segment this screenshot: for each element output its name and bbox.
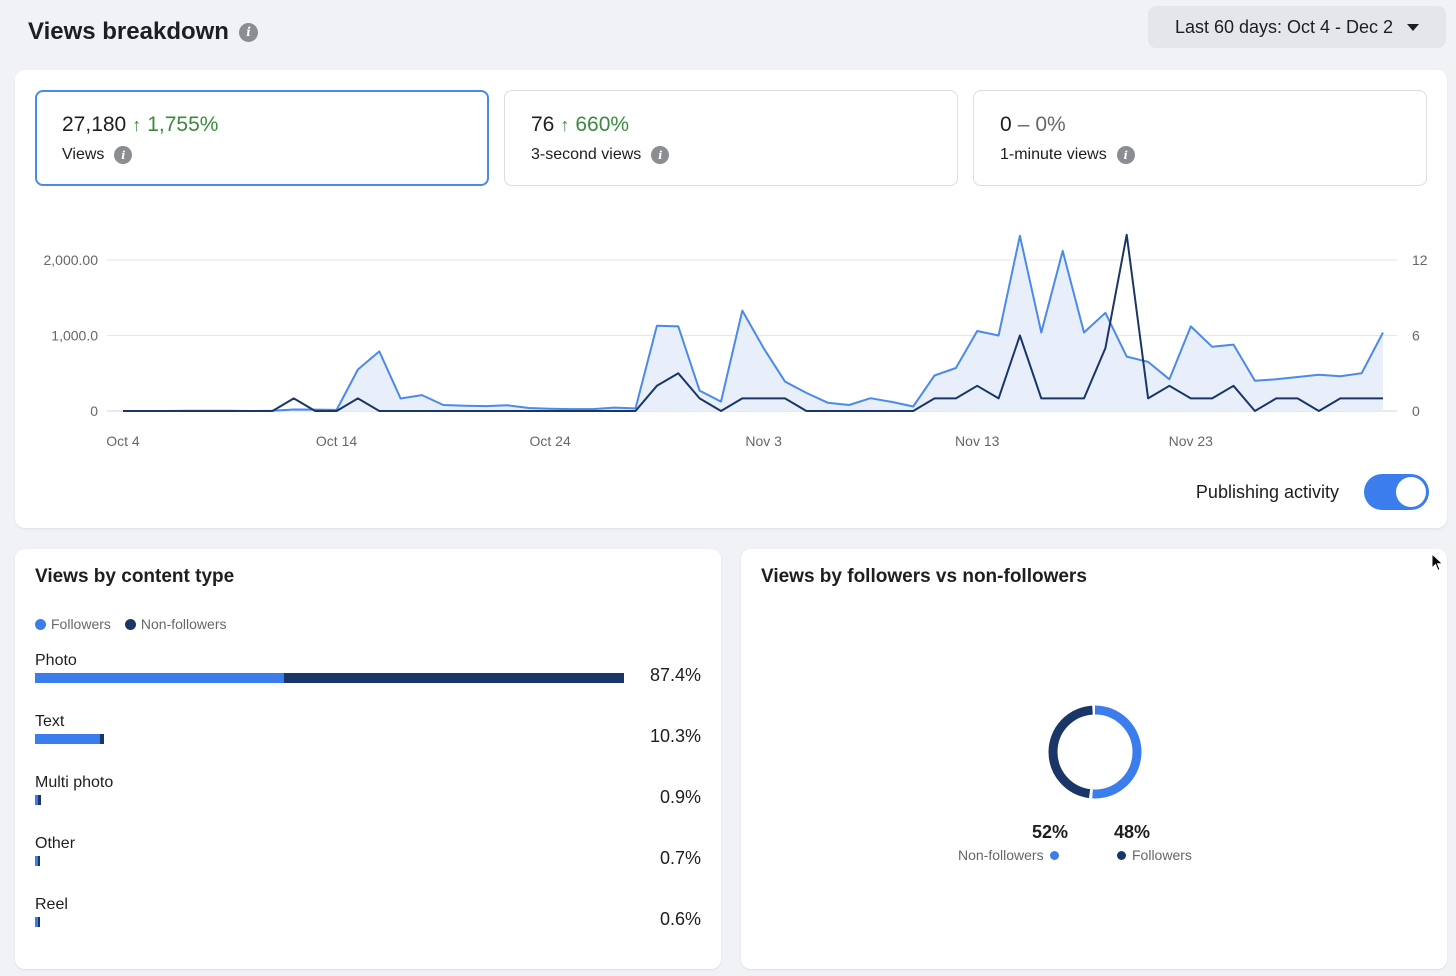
- y-right-tick-label: 12: [1412, 252, 1428, 268]
- content-type-label: Reel: [35, 896, 68, 913]
- date-range-dropdown[interactable]: Last 60 days: Oct 4 - Dec 2: [1148, 6, 1446, 48]
- bar-segment-followers: [35, 795, 39, 805]
- content-type-bar[interactable]: [35, 734, 105, 744]
- publishing-activity-row: Publishing activity: [1196, 474, 1429, 510]
- content-type-label: Multi photo: [35, 774, 114, 791]
- bar-segment-followers: [35, 673, 285, 683]
- x-tick-label: Oct 14: [316, 433, 357, 449]
- y-right-tick-label: 6: [1412, 328, 1420, 344]
- content-type-row: Multi photo 0.9%: [35, 774, 701, 807]
- metric-value: 0: [1000, 113, 1012, 136]
- y-left-tick-label: 1,000.0: [51, 328, 98, 344]
- content-type-label: Photo: [35, 652, 77, 669]
- metric-tab-1-minute-views[interactable]: 0 – 0% 1-minute views i: [973, 90, 1427, 186]
- donut-legend-non-followers: Non-followers: [958, 847, 1059, 863]
- views-breakdown-card: 27,180 ↑ 1,755% Views i 76 ↑ 660% 3-seco…: [15, 70, 1447, 528]
- arrow-up-icon: ↑: [132, 115, 142, 135]
- content-type-label: Other: [35, 835, 76, 852]
- toggle-knob: [1396, 477, 1426, 507]
- legend-dot: [35, 618, 46, 630]
- bar-segment-followers: [35, 734, 100, 744]
- legend-label: Followers: [51, 616, 111, 632]
- info-icon[interactable]: i: [238, 22, 258, 42]
- metric-label: Views: [62, 146, 105, 163]
- info-icon[interactable]: i: [114, 146, 133, 164]
- mouse-cursor-icon: [1431, 553, 1444, 572]
- followers-donut-chart: [1048, 705, 1142, 799]
- content-type-card: Views by content type Followers Non-foll…: [15, 549, 721, 969]
- bar-segment-non-followers: [38, 856, 41, 866]
- y-right-tick-label: 0: [1412, 403, 1420, 419]
- content-type-row: Photo 87.4%: [35, 652, 701, 685]
- card-title: Views by content type: [35, 566, 235, 587]
- donut-legend-followers: Followers: [1117, 847, 1192, 863]
- date-range-label: Last 60 days: Oct 4 - Dec 2: [1174, 16, 1394, 37]
- arrow-up-icon: ↑: [560, 115, 570, 135]
- views-series-line: [123, 234, 1384, 412]
- metric-tab-3-second-views[interactable]: 76 ↑ 660% 3-second views i: [504, 90, 958, 186]
- legend-label: Followers: [1132, 847, 1192, 863]
- x-tick-label: Oct 24: [529, 433, 570, 449]
- views-area: [123, 235, 1383, 411]
- content-type-row: Text 10.3%: [35, 713, 701, 746]
- donut-pct-non-followers: 52%: [1032, 822, 1069, 842]
- info-icon[interactable]: i: [1116, 146, 1135, 164]
- legend-dot: [124, 618, 136, 630]
- content-type-bar[interactable]: [35, 917, 40, 927]
- content-type-label: Text: [35, 713, 65, 730]
- content-type-bar[interactable]: [35, 856, 41, 866]
- metric-value: 76: [531, 113, 555, 136]
- content-type-pct: 87.4%: [649, 665, 701, 685]
- content-type-bar[interactable]: [35, 673, 624, 683]
- legend-item-non-followers: Non-followers: [124, 616, 227, 632]
- content-type-legend: Followers Non-followers: [35, 616, 227, 632]
- legend-dot: [1117, 850, 1126, 860]
- publishing-activity-toggle[interactable]: [1364, 474, 1429, 510]
- bar-segment-followers: [35, 917, 38, 927]
- bar-segment-non-followers: [99, 734, 105, 744]
- donut-slice-non-followers: [1048, 705, 1142, 799]
- card-title: Views by followers vs non-followers: [761, 566, 1087, 587]
- x-tick-label: Oct 4: [106, 433, 140, 449]
- page-title: Views breakdown i: [28, 18, 258, 46]
- followers-vs-non-followers-card: Views by followers vs non-followers 52% …: [741, 549, 1447, 969]
- metric-label: 1-minute views: [1000, 146, 1107, 163]
- metric-label: 3-second views: [531, 146, 642, 163]
- page-title-text: Views breakdown: [28, 18, 229, 45]
- x-tick-label: Nov 13: [955, 433, 1000, 449]
- metric-change: 1,755%: [147, 113, 219, 136]
- content-type-pct: 0.7%: [659, 848, 701, 868]
- bar-segment-non-followers: [38, 795, 42, 805]
- views-line-chart: 0 0 1,000.0 6 2,000.00 12 Oct 4 Oct 14 Oct 24 Nov…: [44, 233, 1428, 449]
- x-tick-label: Nov 3: [745, 433, 782, 449]
- y-left-tick-label: 0: [90, 403, 98, 419]
- content-type-row: Reel 0.6%: [35, 896, 701, 929]
- metric-change: 0%: [1035, 113, 1066, 136]
- publishing-activity-label: Publishing activity: [1195, 481, 1339, 502]
- content-type-pct: 10.3%: [649, 726, 701, 746]
- content-type-pct: 0.9%: [659, 787, 701, 807]
- bar-segment-followers: [35, 856, 38, 866]
- y-left-tick-label: 2,000.00: [44, 252, 99, 268]
- legend-label: Non-followers: [958, 847, 1044, 863]
- content-type-bar[interactable]: [35, 795, 42, 805]
- donut-slice-followers: [1048, 705, 1142, 799]
- legend-item-followers: Followers: [35, 616, 111, 632]
- legend-label: Non-followers: [140, 616, 227, 632]
- dash-icon: –: [1017, 113, 1030, 136]
- metric-change: 660%: [575, 113, 630, 136]
- bar-segment-non-followers: [284, 673, 624, 683]
- content-type-pct: 0.6%: [659, 909, 701, 929]
- metric-value: 27,180: [62, 113, 127, 136]
- legend-dot: [1049, 850, 1059, 860]
- publishing-activity-series-line: [123, 233, 1383, 412]
- caret-down-icon: [1407, 23, 1420, 31]
- content-type-row: Other 0.7%: [35, 835, 701, 868]
- metric-tab-views[interactable]: 27,180 ↑ 1,755% Views i: [35, 90, 489, 186]
- x-tick-label: Nov 23: [1169, 433, 1214, 449]
- bar-segment-non-followers: [38, 917, 40, 927]
- info-icon[interactable]: i: [651, 146, 670, 164]
- donut-pct-followers: 48%: [1114, 822, 1151, 842]
